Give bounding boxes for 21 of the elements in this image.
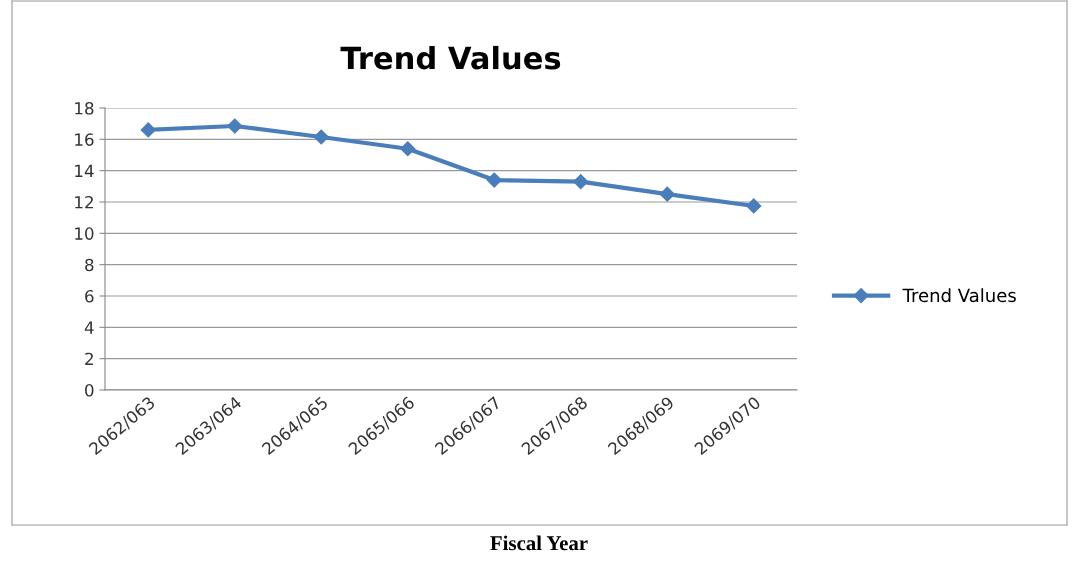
point (227, 118, 243, 134)
point (486, 172, 502, 188)
y-tick-label: 12 (75, 195, 93, 209)
y-tick-label: 16 (75, 133, 94, 146)
point (140, 122, 156, 138)
y-tick-label: 8 (85, 258, 94, 272)
chart-title: Trend Values (340, 45, 561, 70)
y-tick-label: 4 (84, 321, 94, 334)
point (313, 129, 329, 145)
point (659, 186, 675, 202)
point (400, 141, 416, 157)
y-tick-label: 2 (85, 352, 93, 365)
point (573, 174, 589, 190)
y-tick-label: 0 (85, 383, 94, 397)
y-tick-label: 10 (75, 227, 94, 240)
y-tick-label: 6 (85, 289, 94, 303)
y-tick-label: 18 (75, 101, 94, 115)
point (746, 198, 762, 214)
y-tick-label: 14 (75, 164, 94, 177)
x-axis-title: Fiscal Year (490, 535, 588, 551)
legend-label: Trend Values (902, 288, 1016, 303)
